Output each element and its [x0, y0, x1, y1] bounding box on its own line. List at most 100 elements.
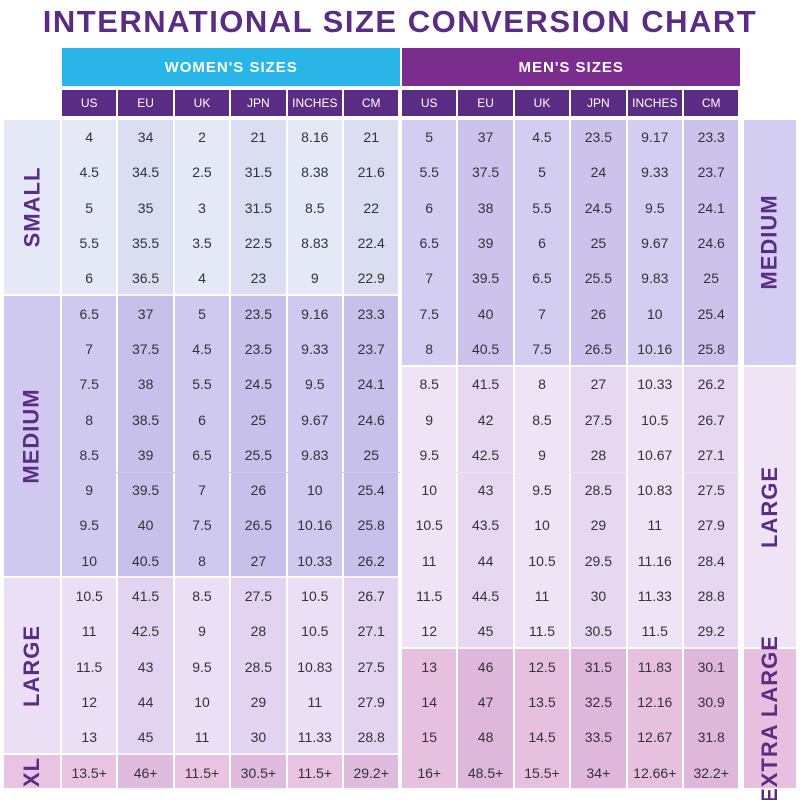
- cell: 22.5: [231, 225, 288, 261]
- cell: 11.33: [628, 578, 684, 614]
- cell: 9.5: [175, 649, 232, 685]
- column-header: UK: [514, 90, 572, 116]
- cell: 10: [62, 543, 119, 579]
- table-header: WOMEN'S SIZES: [62, 48, 401, 86]
- cell: 11: [62, 613, 119, 649]
- cell: 35: [118, 190, 175, 226]
- cell: 10.67: [628, 437, 684, 473]
- cell: 8.38: [288, 154, 344, 191]
- cell: 6.5: [62, 296, 119, 332]
- cell: 40: [118, 507, 175, 544]
- cell: 23.7: [344, 331, 401, 367]
- cell: 9: [175, 613, 232, 649]
- cell: 10: [628, 296, 684, 332]
- group-label-text: LARGE: [19, 624, 44, 707]
- cell: 4: [62, 119, 119, 155]
- cell: 3: [175, 190, 232, 226]
- cell: 24.1: [344, 366, 401, 402]
- cell: 40: [458, 296, 515, 332]
- column-header: INCHES: [287, 90, 344, 116]
- cell: 16+: [402, 754, 459, 791]
- cell: 9.5: [628, 190, 684, 226]
- cell: 6.5: [175, 437, 232, 473]
- cell: 9.83: [628, 260, 684, 296]
- cell: 23.3: [684, 119, 741, 155]
- cell: 11.5: [62, 649, 119, 685]
- cell: 25.5: [231, 437, 288, 473]
- cell: 32.2+: [684, 754, 741, 791]
- cell: 22: [344, 190, 401, 226]
- cell: 27.1: [344, 613, 401, 649]
- cell: 9.67: [628, 225, 684, 261]
- cell: 12.67: [628, 719, 684, 755]
- cell: 24.6: [344, 401, 401, 438]
- cell: 6: [402, 190, 459, 226]
- cell: 25.4: [684, 296, 741, 332]
- cell: 13.5+: [62, 754, 119, 791]
- cell: 23.5: [231, 296, 288, 332]
- cell: 30.9: [684, 684, 741, 720]
- group-label: SMALL: [4, 119, 60, 296]
- group-band: [402, 119, 741, 367]
- cell: 10.5: [402, 507, 459, 544]
- cell: 10.5: [288, 613, 344, 649]
- cell: 10.16: [628, 331, 684, 367]
- cell: 10.33: [628, 366, 684, 402]
- cell: 10.33: [288, 543, 344, 579]
- group-band: [402, 366, 741, 649]
- cell: 23.7: [684, 154, 741, 191]
- cell: 41.5: [458, 366, 515, 402]
- cell: 6.5: [402, 225, 459, 261]
- cell: 10.5: [515, 543, 572, 579]
- cell: 9: [515, 437, 572, 473]
- cell: 8: [62, 401, 119, 438]
- cell: 31.5: [231, 190, 288, 226]
- cell: 29: [571, 507, 628, 544]
- cell: 40.5: [118, 543, 175, 579]
- cell: 42.5: [118, 613, 175, 649]
- cell: 46+: [118, 754, 175, 791]
- cell: 9.17: [628, 119, 684, 155]
- cell: 43: [458, 472, 515, 508]
- cell: 11.33: [288, 719, 344, 755]
- cell: 15.5+: [515, 754, 572, 791]
- cell: 8.5: [288, 190, 344, 226]
- cell: 7: [62, 331, 119, 367]
- cell: 10: [288, 472, 344, 508]
- cell: 25.5: [571, 260, 628, 296]
- cell: 23.5: [231, 331, 288, 367]
- cell: 24.1: [684, 190, 741, 226]
- cell: 25: [684, 260, 741, 296]
- cell: 27.5: [344, 649, 401, 685]
- cell: 41.5: [118, 578, 175, 614]
- cell: 8.5: [62, 437, 119, 473]
- cell: 30.5: [571, 613, 628, 649]
- cell: 8.5: [175, 578, 232, 614]
- cell: 10.83: [628, 472, 684, 508]
- group-label-text: MEDIUM: [19, 388, 44, 484]
- cell: 12: [62, 684, 119, 720]
- cell: 29.2+: [344, 754, 401, 791]
- cell: 44: [458, 543, 515, 579]
- cell: 46: [458, 649, 515, 685]
- cell: 26: [571, 296, 628, 332]
- cell: 8: [175, 543, 232, 579]
- cell: 26.7: [344, 578, 401, 614]
- group-band: [62, 754, 401, 791]
- cell: 29: [231, 684, 288, 720]
- cell: 8.5: [402, 366, 459, 402]
- cell: 25: [571, 225, 628, 261]
- cell: 24: [571, 154, 628, 191]
- cell: 12.5: [515, 649, 572, 685]
- group-label: EXTRA LARGE: [744, 635, 796, 800]
- cell: 24.5: [231, 366, 288, 402]
- cell: 8: [515, 366, 572, 402]
- cell: 9.5: [288, 366, 344, 402]
- cell: 9.5: [515, 472, 572, 508]
- group-label: MEDIUM: [4, 296, 60, 579]
- column-header: UK: [174, 90, 232, 116]
- cell: 30: [231, 719, 288, 755]
- cell: 28: [231, 613, 288, 649]
- cell: 30: [571, 578, 628, 614]
- cell: 10.5: [628, 401, 684, 438]
